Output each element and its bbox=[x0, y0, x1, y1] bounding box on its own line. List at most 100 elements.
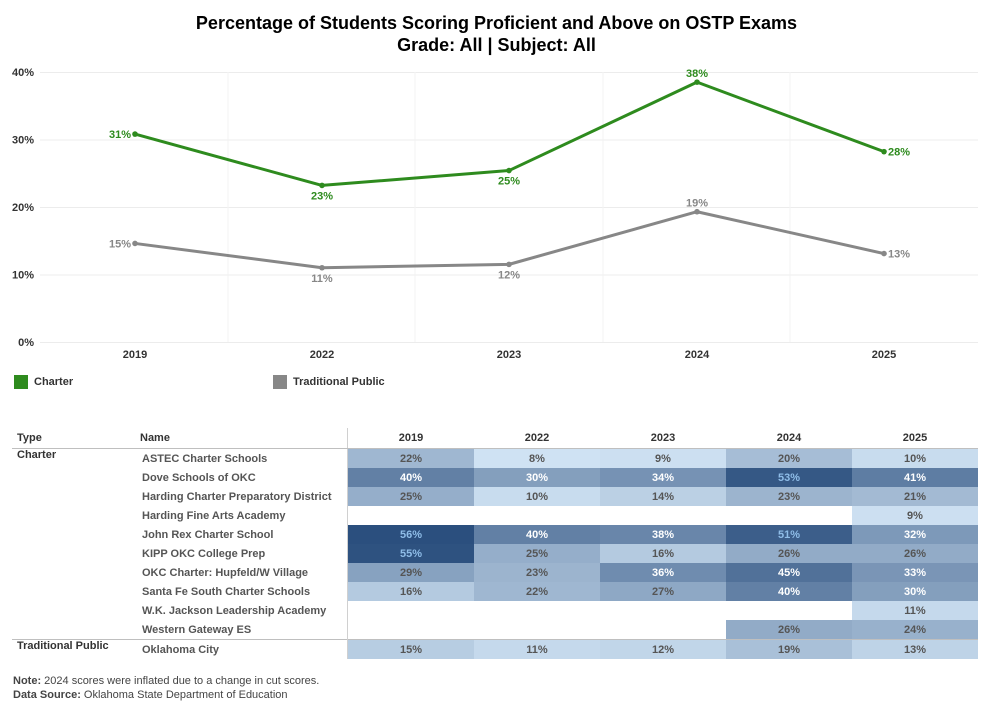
row-type bbox=[12, 487, 135, 506]
heat-cell[interactable]: 8% bbox=[474, 448, 600, 468]
heat-cell[interactable]: 10% bbox=[474, 487, 600, 506]
heat-cell[interactable]: 30% bbox=[474, 468, 600, 487]
heat-cell[interactable] bbox=[600, 620, 726, 640]
heat-cell[interactable]: 53% bbox=[726, 468, 852, 487]
heat-cell[interactable]: 51% bbox=[726, 525, 852, 544]
heat-cell[interactable]: 26% bbox=[852, 544, 978, 563]
heat-cell[interactable] bbox=[348, 620, 475, 640]
heat-cell[interactable]: 9% bbox=[852, 506, 978, 525]
row-type: Traditional Public bbox=[12, 639, 135, 659]
source-text: Oklahoma State Department of Education bbox=[80, 689, 288, 701]
x-tick-label: 2025 bbox=[872, 349, 896, 361]
row-type bbox=[12, 563, 135, 582]
data-label: 19% bbox=[686, 198, 708, 210]
heat-cell[interactable]: 24% bbox=[852, 620, 978, 640]
table-row: Western Gateway ES 26% 24% bbox=[12, 620, 978, 640]
table-row: Santa Fe South Charter Schools 16% 22% 27% 4… bbox=[12, 582, 978, 601]
row-type: Charter bbox=[17, 449, 57, 461]
heat-cell[interactable] bbox=[726, 506, 852, 525]
data-label: 23% bbox=[311, 190, 333, 202]
source-label: Data Source: bbox=[13, 689, 81, 701]
x-tick-label: 2023 bbox=[497, 349, 521, 361]
heat-cell[interactable]: 21% bbox=[852, 487, 978, 506]
heat-cell[interactable]: 12% bbox=[600, 639, 726, 659]
heat-cell[interactable]: 55% bbox=[347, 544, 474, 563]
heat-cell[interactable] bbox=[474, 601, 600, 620]
heat-cell[interactable]: 14% bbox=[600, 487, 726, 506]
data-point bbox=[881, 148, 887, 155]
heat-cell[interactable]: 11% bbox=[474, 639, 600, 659]
heat-cell[interactable] bbox=[474, 620, 600, 640]
heat-cell[interactable]: 32% bbox=[852, 525, 978, 544]
heat-cell[interactable]: 20% bbox=[726, 448, 852, 468]
table-row: Charter ASTEC Charter Schools 22% 8% 9% 20% 10… bbox=[12, 448, 978, 468]
table-row: Harding Fine Arts Academy 9% bbox=[12, 506, 978, 525]
school-name: Harding Fine Arts Academy bbox=[135, 506, 348, 525]
heat-cell[interactable]: 27% bbox=[600, 582, 726, 601]
legend-swatch-charter bbox=[14, 375, 28, 389]
school-name: OKC Charter: Hupfeld/W Village bbox=[135, 563, 348, 582]
heat-cell[interactable] bbox=[600, 506, 726, 525]
heat-cell[interactable]: 33% bbox=[852, 563, 978, 582]
heat-cell[interactable]: 30% bbox=[852, 582, 978, 601]
data-label: 13% bbox=[888, 249, 910, 261]
heat-cell[interactable]: 25% bbox=[347, 487, 474, 506]
heat-cell[interactable]: 40% bbox=[474, 525, 600, 544]
heatmap-table: Type Name 2019 2022 2023 2024 2025 Chart… bbox=[12, 428, 978, 659]
legend-label-traditional: Traditional Public bbox=[293, 376, 385, 388]
heat-cell[interactable]: 38% bbox=[600, 525, 726, 544]
line-chart: 0% 10% 20% 30% 40% 2019 2022 2023 2024 2025 31% 23%… bbox=[12, 67, 978, 361]
heat-cell[interactable]: 16% bbox=[600, 544, 726, 563]
heat-cell[interactable]: 22% bbox=[347, 448, 474, 468]
school-name: Santa Fe South Charter Schools bbox=[135, 582, 348, 601]
table-row: W.K. Jackson Leadership Academy 11% bbox=[12, 601, 978, 620]
data-point bbox=[132, 131, 138, 137]
heat-cell[interactable]: 34% bbox=[600, 468, 726, 487]
source-line: Data Source: Oklahoma State Department o… bbox=[13, 688, 319, 702]
school-name: Western Gateway ES bbox=[135, 620, 348, 640]
school-name: W.K. Jackson Leadership Academy bbox=[135, 601, 348, 620]
table-row: Dove Schools of OKC 40% 30% 34% 53% 41% bbox=[12, 468, 978, 487]
heat-cell[interactable] bbox=[474, 506, 600, 525]
heat-cell[interactable]: 22% bbox=[474, 582, 600, 601]
heat-cell[interactable]: 23% bbox=[726, 487, 852, 506]
heat-cell[interactable] bbox=[600, 601, 726, 620]
heat-cell[interactable]: 26% bbox=[726, 544, 852, 563]
heat-cell[interactable] bbox=[726, 601, 852, 620]
legend-item-charter[interactable]: Charter bbox=[14, 374, 73, 390]
col-header-year: 2023 bbox=[600, 428, 726, 449]
heat-cell[interactable]: 56% bbox=[347, 525, 474, 544]
table-row: KIPP OKC College Prep 55% 25% 16% 26% 26% bbox=[12, 544, 978, 563]
school-name: Oklahoma City bbox=[135, 639, 348, 659]
legend-swatch-traditional bbox=[273, 375, 287, 389]
data-label: 31% bbox=[109, 129, 131, 141]
heat-cell[interactable]: 25% bbox=[474, 544, 600, 563]
heat-cell[interactable]: 13% bbox=[852, 639, 978, 659]
heat-cell[interactable]: 10% bbox=[852, 448, 978, 468]
data-point bbox=[694, 79, 700, 85]
y-tick-label: 30% bbox=[12, 135, 34, 147]
heat-cell[interactable]: 40% bbox=[726, 582, 852, 601]
data-label: 38% bbox=[686, 68, 708, 80]
heat-cell[interactable]: 16% bbox=[347, 582, 474, 601]
heat-cell[interactable]: 23% bbox=[474, 563, 600, 582]
heat-cell[interactable]: 45% bbox=[726, 563, 852, 582]
heat-cell[interactable] bbox=[348, 601, 475, 620]
y-tick-label: 20% bbox=[12, 202, 34, 214]
heat-cell[interactable]: 19% bbox=[726, 639, 852, 659]
heat-cell[interactable]: 9% bbox=[600, 448, 726, 468]
heat-cell[interactable]: 11% bbox=[852, 601, 978, 620]
heat-cell[interactable]: 26% bbox=[726, 620, 852, 640]
legend-item-traditional[interactable]: Traditional Public bbox=[273, 374, 385, 390]
heat-cell[interactable]: 36% bbox=[600, 563, 726, 582]
title-line-2: Grade: All | Subject: All bbox=[397, 35, 596, 55]
heat-cell[interactable]: 29% bbox=[347, 563, 474, 582]
heat-cell[interactable]: 41% bbox=[852, 468, 978, 487]
heat-cell[interactable]: 15% bbox=[347, 639, 474, 659]
heat-cell[interactable] bbox=[348, 506, 475, 525]
table-row: Traditional Public Oklahoma City 15% 11% 12%… bbox=[12, 639, 978, 659]
heat-cell[interactable]: 40% bbox=[347, 468, 474, 487]
school-name: ASTEC Charter Schools bbox=[135, 448, 348, 468]
data-label: 12% bbox=[498, 269, 520, 281]
legend-label-charter: Charter bbox=[34, 376, 74, 388]
